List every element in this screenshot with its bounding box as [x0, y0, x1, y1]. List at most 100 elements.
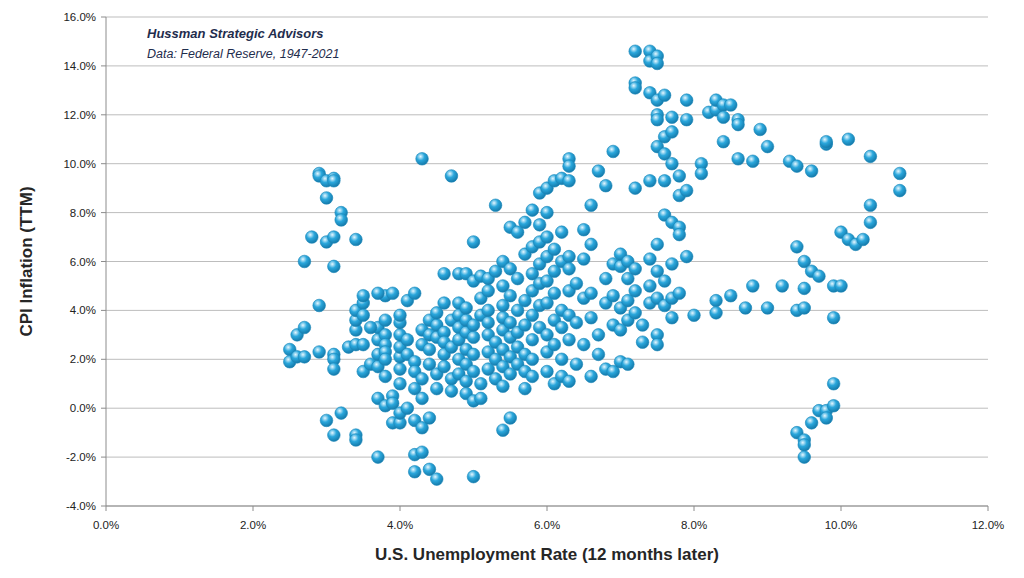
tick-label: 14.0% — [63, 60, 96, 72]
point — [555, 321, 568, 334]
point — [548, 287, 561, 300]
point — [629, 82, 642, 95]
point — [460, 302, 473, 315]
point — [328, 260, 341, 273]
tick-mark — [101, 114, 106, 115]
point — [666, 258, 679, 271]
grid-line — [106, 506, 988, 507]
point — [754, 123, 767, 136]
point — [328, 363, 341, 376]
point — [379, 370, 392, 383]
point — [857, 233, 870, 246]
point — [607, 289, 620, 302]
point — [673, 228, 686, 241]
tick-label: 2.0% — [240, 519, 266, 531]
point — [335, 407, 348, 420]
tick-label: 10.0% — [63, 158, 96, 170]
grid-line — [106, 359, 988, 360]
tick-label: 8.0% — [681, 519, 707, 531]
point — [555, 353, 568, 366]
point — [511, 272, 524, 285]
point — [798, 451, 811, 464]
point — [791, 241, 804, 254]
point — [673, 170, 686, 183]
tick-mark — [101, 17, 106, 18]
point — [482, 316, 495, 329]
point — [526, 370, 539, 383]
subtitle: Data: Federal Reserve, 1947-2021 — [147, 47, 339, 61]
point — [298, 255, 311, 268]
grid-line — [106, 114, 988, 115]
tick-mark — [101, 261, 106, 262]
point — [666, 311, 679, 324]
point — [570, 277, 583, 290]
point — [416, 153, 429, 166]
point — [585, 287, 598, 300]
tick-mark — [547, 506, 548, 511]
point — [592, 165, 605, 178]
point — [394, 377, 407, 390]
point — [482, 304, 495, 317]
point — [622, 358, 635, 371]
point — [894, 167, 907, 180]
point — [519, 216, 532, 229]
point — [328, 231, 341, 244]
point — [570, 358, 583, 371]
grid-line — [106, 65, 988, 66]
tick-label: 8.0% — [70, 207, 96, 219]
y-axis — [106, 17, 107, 506]
point — [629, 263, 642, 276]
point — [798, 439, 811, 452]
point — [864, 199, 877, 212]
point — [416, 392, 429, 405]
point — [497, 380, 510, 393]
grid-line — [106, 310, 988, 311]
point — [894, 184, 907, 197]
point — [423, 412, 436, 425]
point — [607, 145, 620, 158]
point — [445, 385, 458, 398]
point — [497, 424, 510, 437]
point — [394, 309, 407, 322]
point — [423, 343, 436, 356]
point — [585, 370, 598, 383]
point — [805, 165, 818, 178]
point — [526, 204, 539, 217]
tick-mark — [106, 506, 107, 511]
point — [776, 280, 789, 293]
point — [372, 287, 385, 300]
point — [563, 263, 576, 276]
point — [680, 250, 693, 263]
point — [475, 377, 488, 390]
tick-label: 2.0% — [70, 353, 96, 365]
tick-mark — [101, 359, 106, 360]
point — [666, 111, 679, 124]
point — [732, 153, 745, 166]
point — [717, 111, 730, 124]
point — [651, 238, 664, 251]
point — [644, 253, 657, 266]
point — [526, 353, 539, 366]
point — [379, 314, 392, 327]
tick-mark — [988, 506, 989, 511]
tick-label: 10.0% — [825, 519, 858, 531]
point — [357, 338, 370, 351]
tick-mark — [400, 506, 401, 511]
point — [504, 412, 517, 425]
tick-label: -4.0% — [66, 500, 96, 512]
point — [710, 294, 723, 307]
point — [526, 333, 539, 346]
point — [577, 223, 590, 236]
point — [570, 316, 583, 329]
point — [644, 175, 657, 188]
tick-label: 6.0% — [534, 519, 560, 531]
point — [504, 289, 517, 302]
point — [798, 282, 811, 295]
point — [541, 365, 554, 378]
point — [563, 160, 576, 173]
point — [827, 399, 840, 412]
point — [541, 206, 554, 219]
tick-mark — [101, 65, 106, 66]
point — [585, 238, 598, 251]
point — [724, 99, 737, 112]
